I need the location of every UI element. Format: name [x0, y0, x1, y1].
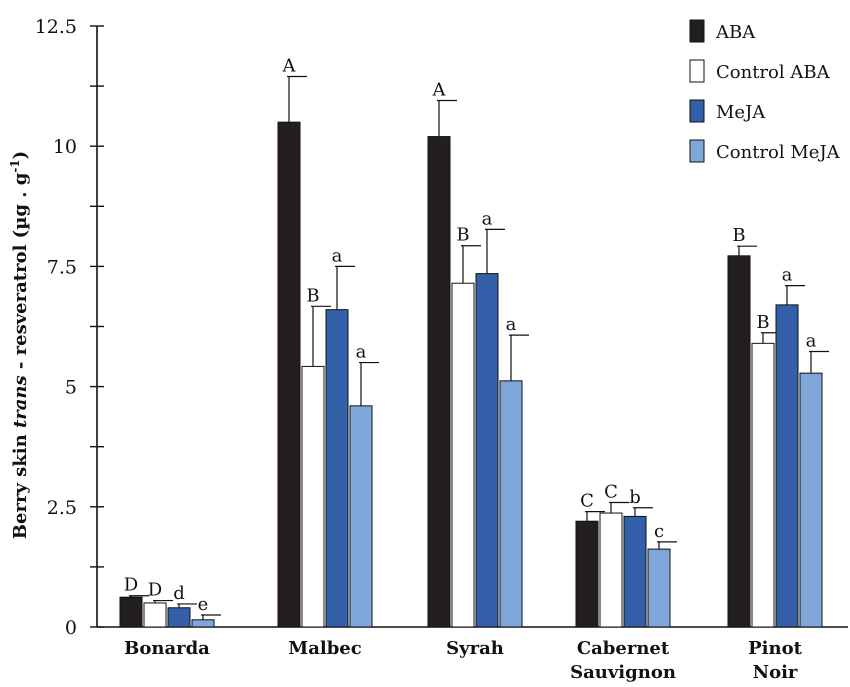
bar-control-meja: [191, 619, 215, 628]
category-label: Pinot: [748, 638, 802, 659]
significance-label: a: [482, 208, 493, 229]
bar-aba: [427, 136, 451, 628]
axes: 0 2.5 5 7.5 10 12.5 Bonarda Malbec Syrah Cabernet…: [35, 16, 848, 683]
bar-aba: [575, 520, 599, 628]
legend-swatch: [689, 59, 705, 83]
y-tick-label: 0: [65, 617, 77, 639]
bar-control-aba: [599, 512, 623, 628]
y-label-part: ): [10, 151, 31, 160]
y-label-part: - resveratrol (µg . g: [10, 172, 31, 375]
y-axis-label: Berry skin trans - resveratrol (µg . g-1…: [8, 151, 31, 539]
legend-swatch: [689, 19, 705, 43]
bar-meja: [623, 515, 647, 628]
significance-label: B: [756, 312, 769, 333]
significance-label: d: [173, 583, 185, 604]
bar-meja: [325, 309, 349, 628]
significance-label: A: [432, 80, 447, 101]
bar-meja: [167, 607, 191, 628]
legend-label: ABA: [715, 22, 756, 43]
y-axis-label-text: Berry skin trans - resveratrol (µg . g-1…: [8, 151, 31, 539]
bar-control-aba: [451, 282, 475, 628]
category-label: Syrah: [446, 638, 504, 659]
category-label: Bonarda: [124, 638, 210, 659]
significance-label: c: [654, 521, 664, 542]
significance-label: C: [580, 491, 594, 512]
category-label: Malbec: [288, 638, 361, 659]
significance-label: D: [148, 580, 162, 601]
significance-label: A: [282, 55, 297, 76]
y-label-part: Berry skin: [10, 428, 31, 539]
significance-label: D: [124, 575, 138, 596]
legend-swatch: [689, 99, 705, 123]
bar-control-meja: [799, 372, 823, 628]
significance-label: a: [806, 331, 817, 352]
category-label: Cabernet: [577, 638, 670, 659]
significance-label: B: [456, 225, 469, 246]
bar-control-meja: [349, 405, 373, 628]
significance-label: b: [629, 487, 641, 508]
y-label-italic: trans: [10, 375, 31, 428]
bar-aba: [119, 596, 143, 628]
bar-meja: [775, 304, 799, 628]
bar-meja: [475, 273, 499, 628]
bar-aba: [727, 255, 751, 628]
legend-label: Control MeJA: [716, 142, 841, 163]
significance-label: a: [506, 314, 517, 335]
y-tick-label: 2.5: [47, 497, 77, 519]
legend: ABA Control ABA MeJA Control MeJA: [689, 19, 841, 163]
significance-label: B: [732, 225, 745, 246]
significance-label: B: [306, 285, 319, 306]
y-tick-label: 12.5: [35, 16, 77, 38]
bar-control-aba: [751, 342, 775, 628]
bar-control-meja: [647, 548, 671, 628]
bar-control-aba: [143, 602, 167, 628]
legend-swatch: [689, 139, 705, 163]
significance-label: a: [356, 342, 367, 363]
y-tick-label: 5: [65, 377, 77, 399]
y-tick-label: 10: [53, 136, 77, 158]
significance-label: a: [782, 265, 793, 286]
y-tick-label: 7.5: [47, 256, 77, 278]
y-label-superscript: -1: [8, 159, 22, 172]
significance-label: C: [604, 481, 618, 502]
bar-control-aba: [301, 365, 325, 628]
significance-label: a: [332, 245, 343, 266]
bar-aba: [277, 121, 301, 628]
legend-label: Control ABA: [716, 62, 831, 83]
category-label: Sauvignon: [570, 662, 676, 683]
legend-label: MeJA: [716, 102, 766, 123]
bar-control-meja: [499, 380, 523, 628]
category-label: Noir: [753, 662, 798, 683]
significance-label: e: [198, 594, 209, 615]
